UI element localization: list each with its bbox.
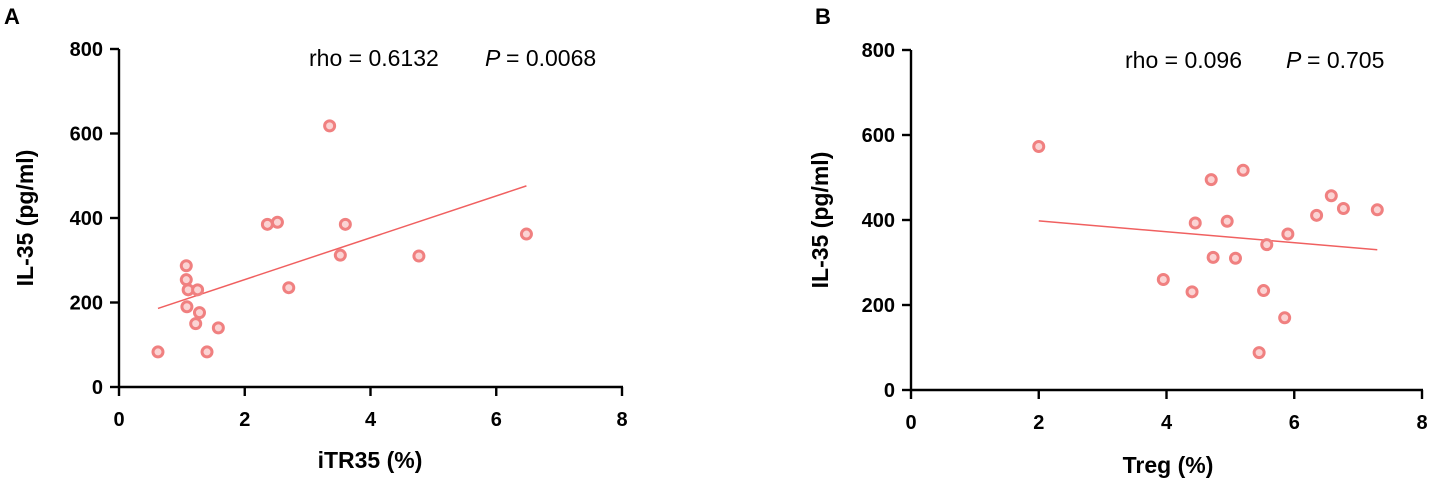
panel-b-data-point [1236, 163, 1250, 177]
panel-b-x-tick-label: 0 [905, 412, 916, 434]
panel-a-data-point [282, 281, 296, 295]
panel-b-y-tick-label: 0 [884, 380, 895, 402]
panel-a-y-axis-title: IL-35 (pg/ml) [12, 150, 38, 287]
panel-b: B IL-35 (pg/ml) Treg (%) rho = 0.096 P =… [807, 4, 1428, 478]
panel-b-y-tick-label: 800 [862, 40, 895, 62]
panel-a-data-point [412, 249, 426, 263]
panel-a-data-point [179, 273, 193, 287]
panel-b-points [1032, 139, 1384, 360]
panel-a-x-tick-label: 0 [113, 409, 124, 431]
panel-a-stats: rho = 0.6132 P = 0.0068 [309, 45, 596, 71]
panel-b-y-tick-label: 400 [862, 210, 895, 232]
panel-b-data-point [1188, 216, 1202, 230]
panel-a-x-tick-label: 4 [365, 409, 377, 431]
panel-b-data-point [1260, 238, 1274, 252]
panel-b-ticks: 0 2 4 6 8 0 200 400 600 800 [862, 40, 1428, 434]
panel-a-data-point [270, 215, 284, 229]
panel-a-rho-text: rho = 0.6132 [309, 45, 439, 71]
panel-a-data-point [338, 217, 352, 231]
panel-a-points [151, 119, 533, 359]
panel-a-data-point [189, 317, 203, 331]
panel-a-data-point [200, 345, 214, 359]
panel-b-data-point [1257, 284, 1271, 298]
panel-b-data-point [1310, 208, 1324, 222]
panel-a-fit [157, 185, 527, 310]
panel-a-x-tick-label: 2 [239, 409, 250, 431]
panel-a-p-value: = 0.0068 [506, 45, 596, 71]
panel-a-data-point [191, 283, 205, 297]
panel-a-y-tick-label: 800 [70, 39, 103, 61]
panel-a-y-tick-label: 0 [92, 377, 103, 399]
panel-b-stats: rho = 0.096 P = 0.705 [1125, 47, 1384, 73]
panel-a-data-point [323, 119, 337, 133]
panel-a-p-symbol: P [485, 45, 501, 71]
panel-a-data-point [260, 217, 274, 231]
panel-a-y-tick-label: 600 [70, 124, 103, 146]
panel-b-data-point [1206, 250, 1220, 264]
panel-b-data-point [1220, 214, 1234, 228]
panel-a-data-point [192, 306, 206, 320]
panel-a-x-tick-label: 8 [616, 409, 627, 431]
panel-a-regression-line [157, 185, 527, 310]
panel-b-data-point [1185, 285, 1199, 299]
panel-a-y-tick-label: 200 [70, 293, 103, 315]
panel-b-y-tick-label: 600 [862, 125, 895, 147]
panel-a-data-point [211, 321, 225, 335]
panel-a-data-point [519, 227, 533, 241]
panel-b-data-point [1204, 173, 1218, 187]
panel-a-y-tick-label: 400 [70, 208, 103, 230]
panel-b-p-symbol: P [1286, 47, 1302, 73]
panel-b-fit [1038, 220, 1378, 251]
panel-a-x-tick-label: 6 [491, 409, 502, 431]
panel-a-x-axis-title: iTR35 (%) [318, 447, 423, 473]
panel-label-a: A [4, 4, 20, 29]
panel-b-data-point [1336, 202, 1350, 216]
panel-b-x-tick-label: 4 [1161, 412, 1173, 434]
panel-a: A IL-35 (pg/ml) iTR35 (%) rho = 0.6132 P… [4, 4, 628, 473]
panel-b-x-tick-label: 6 [1289, 412, 1300, 434]
panel-b-y-axis-title: IL-35 (pg/ml) [807, 152, 833, 289]
panel-b-data-point [1156, 273, 1170, 286]
panel-a-data-point [180, 300, 194, 314]
panel-b-x-tick-label: 8 [1416, 412, 1427, 434]
panel-a-data-point [333, 248, 347, 262]
panel-b-data-point [1324, 189, 1338, 203]
panel-a-data-point [179, 259, 193, 273]
panel-b-data-point [1370, 203, 1384, 217]
panel-b-y-tick-label: 200 [862, 295, 895, 317]
panel-a-data-point [151, 345, 165, 359]
panel-b-data-point [1032, 139, 1046, 153]
panel-b-p-value: = 0.705 [1307, 47, 1384, 73]
panel-b-data-point [1281, 227, 1295, 241]
panel-b-x-tick-label: 2 [1033, 412, 1044, 434]
panel-b-x-axis-title: Treg (%) [1123, 452, 1214, 478]
panel-label-b: B [815, 4, 831, 29]
panel-b-rho-text: rho = 0.096 [1125, 47, 1242, 73]
panel-b-data-point [1228, 251, 1242, 265]
panel-b-data-point [1278, 311, 1292, 325]
panel-b-regression-line [1038, 220, 1378, 251]
panel-a-ticks: 0 2 4 6 8 0 200 400 600 800 [70, 39, 628, 431]
panel-b-data-point [1252, 346, 1266, 360]
